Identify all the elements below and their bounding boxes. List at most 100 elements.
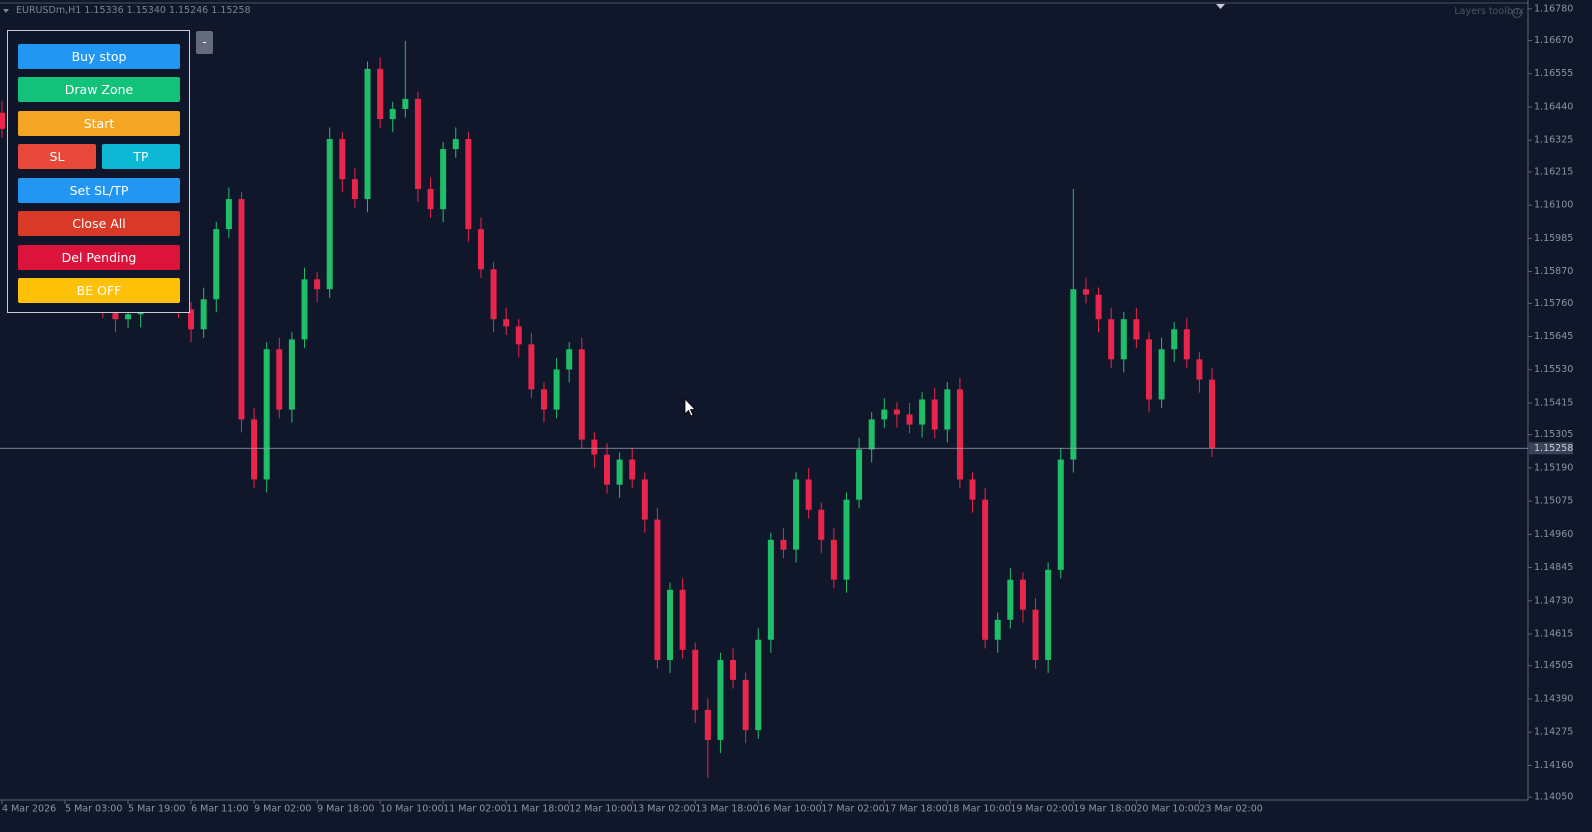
- x-tick-label: 12 Mar 10:00: [569, 804, 632, 815]
- y-tick-label: 1.15645: [1534, 331, 1573, 342]
- candle-body: [225, 199, 232, 230]
- y-tick-label: 1.14275: [1534, 727, 1573, 738]
- candle-body: [553, 369, 560, 410]
- candle-body: [906, 414, 913, 425]
- y-tick-label: 1.14730: [1534, 595, 1573, 606]
- y-tick-label: 1.14960: [1534, 529, 1573, 540]
- shift-marker: [1216, 4, 1225, 9]
- x-tick-label: 19 Mar 18:00: [1073, 804, 1136, 815]
- current-price-label: 1.15258: [1534, 443, 1573, 454]
- buy-stop-button[interactable]: Buy stop: [18, 44, 180, 69]
- del-pending-button[interactable]: Del Pending: [18, 245, 180, 270]
- candle-body: [1209, 379, 1215, 449]
- y-tick-label: 1.14160: [1534, 760, 1573, 771]
- candle-body: [427, 188, 434, 210]
- y-tick-label: 1.15760: [1534, 298, 1573, 309]
- candle-body: [755, 639, 762, 731]
- candle-body: [969, 479, 976, 500]
- candle-body: [477, 229, 484, 270]
- current-price-box: [1529, 442, 1573, 455]
- candle-body: [125, 314, 132, 320]
- candle-body: [1007, 579, 1014, 620]
- close-all-button[interactable]: Close All: [18, 211, 180, 236]
- minimize-button[interactable]: -: [196, 31, 213, 54]
- candle-body: [868, 419, 875, 450]
- be-off-button[interactable]: BE OFF: [18, 278, 180, 303]
- y-tick-label: 1.14050: [1534, 792, 1573, 803]
- y-tick-label: 1.14845: [1534, 562, 1573, 573]
- x-tick-label: 20 Mar 10:00: [1136, 804, 1199, 815]
- candle-body: [893, 409, 900, 415]
- candle-body: [1145, 339, 1152, 400]
- y-tick-label: 1.15190: [1534, 462, 1573, 473]
- candle-body: [566, 349, 573, 370]
- candle-body: [730, 659, 737, 680]
- candle-body: [414, 98, 421, 189]
- candle-body: [994, 619, 1001, 640]
- candle-body: [251, 419, 258, 480]
- candle-body: [263, 349, 270, 480]
- candle-body: [1183, 329, 1190, 360]
- candle-body: [1019, 579, 1026, 610]
- candle-body: [1158, 349, 1165, 400]
- candle-body: [944, 389, 951, 430]
- y-tick-label: 1.15870: [1534, 266, 1573, 277]
- candle-body: [1095, 294, 1102, 320]
- candle-body: [843, 499, 850, 580]
- y-tick-label: 1.16440: [1534, 101, 1573, 112]
- candle-body: [616, 459, 623, 485]
- toolbox-label[interactable]: Layers toolbox: [1454, 6, 1524, 17]
- start-button[interactable]: Start: [18, 111, 180, 136]
- x-tick-label: 17 Mar 02:00: [821, 804, 884, 815]
- candle-body: [780, 539, 787, 550]
- header-arrow: [3, 9, 9, 13]
- candle-body: [503, 319, 510, 327]
- candle-body: [1133, 319, 1140, 340]
- candle-body: [641, 479, 648, 520]
- x-tick-label: 11 Mar 02:00: [443, 804, 506, 815]
- set-sltp-button[interactable]: Set SL/TP: [18, 178, 180, 203]
- x-tick-label: 10 Mar 10:00: [380, 804, 443, 815]
- x-tick-label: 17 Mar 18:00: [884, 804, 947, 815]
- x-tick-label: 19 Mar 02:00: [1010, 804, 1073, 815]
- candle-body: [1032, 609, 1039, 660]
- candle-body: [389, 108, 396, 120]
- candle-body: [578, 349, 585, 440]
- candle-body: [679, 589, 686, 650]
- x-tick-label: 5 Mar 19:00: [128, 804, 185, 815]
- x-tick-label: 13 Mar 18:00: [695, 804, 758, 815]
- candle-body: [465, 139, 472, 230]
- candle-body: [301, 279, 308, 340]
- candle-body: [931, 399, 938, 430]
- y-tick-label: 1.16780: [1534, 3, 1573, 14]
- toolbox-icon: [1512, 8, 1522, 18]
- y-tick-label: 1.14615: [1534, 628, 1573, 639]
- draw-zone-button[interactable]: Draw Zone: [18, 77, 180, 102]
- tp-button[interactable]: TP: [102, 144, 180, 169]
- y-tick-label: 1.14390: [1534, 693, 1573, 704]
- candle-body: [188, 309, 195, 330]
- x-tick-label: 18 Mar 10:00: [947, 804, 1010, 815]
- y-tick-label: 1.15985: [1534, 233, 1573, 244]
- candle-body: [856, 449, 863, 500]
- candle-body: [692, 649, 699, 710]
- symbol-info: EURUSDm,H1 1.15336 1.15340 1.15246 1.152…: [16, 5, 251, 16]
- y-tick-label: 1.15075: [1534, 496, 1573, 507]
- candle-body: [919, 399, 926, 425]
- candle-body: [1120, 319, 1127, 360]
- candle-body: [881, 409, 888, 420]
- candle-body: [604, 454, 610, 485]
- candle-body: [667, 589, 674, 660]
- candle-body: [112, 309, 119, 320]
- y-tick-label: 1.16555: [1534, 68, 1573, 79]
- candle-body: [982, 499, 989, 640]
- x-tick-label: 13 Mar 02:00: [632, 804, 695, 815]
- candle-body: [440, 149, 447, 210]
- candle-body: [830, 539, 837, 580]
- candle-body: [238, 199, 245, 420]
- sl-button[interactable]: SL: [18, 144, 96, 169]
- candle-body: [402, 98, 409, 109]
- candle-body: [956, 389, 963, 480]
